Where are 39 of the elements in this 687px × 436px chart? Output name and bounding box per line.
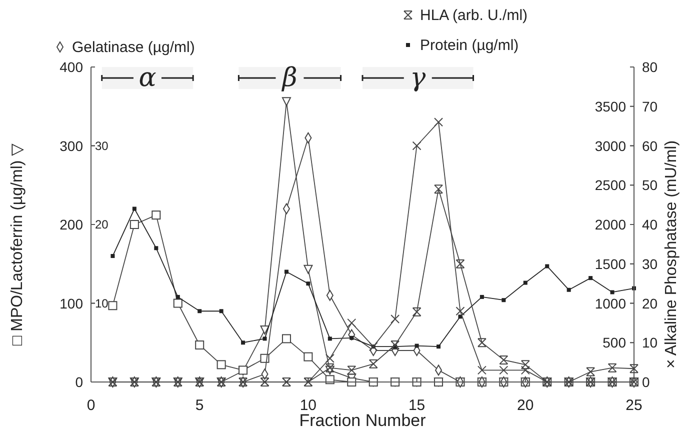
y2-tick-label: 30	[642, 256, 658, 272]
y2-tick-label: 60	[642, 138, 658, 154]
y2-tick-label: 80	[642, 59, 658, 75]
x-tick-label: 0	[86, 397, 96, 414]
y-tick-label: 100	[60, 295, 84, 312]
x-axis-title: Fraction Number	[299, 411, 426, 430]
y2-tick-label: 70	[642, 98, 658, 114]
y2-tick-label: 50	[642, 177, 658, 194]
x-tick-label: 10	[300, 397, 317, 414]
legend-label: HLA (arb. U./ml)	[420, 7, 528, 24]
band-label: β	[281, 63, 298, 93]
y-tick-label: 0	[75, 374, 84, 390]
x-tick-label: 5	[195, 397, 204, 414]
y2-tick-label: 40	[642, 216, 658, 232]
y2-tick-label: 30	[95, 138, 109, 153]
x-tick-label: 15	[408, 397, 426, 414]
y-tick-label: 500	[602, 334, 626, 351]
y-tick-label: 3500	[594, 98, 626, 114]
y-tick-label: 3000	[594, 138, 626, 154]
y-tick-label: 300	[60, 138, 84, 154]
x-tick-label: 25	[626, 397, 642, 414]
y2-tick-label: 0	[642, 374, 650, 390]
y-tick-label: 2500	[594, 177, 626, 194]
band-label: γ	[410, 63, 426, 93]
y2-axis-title: × Alkaline Phosphatase (mU/ml)	[663, 140, 680, 369]
y2-tick-label: 20	[642, 295, 658, 312]
legend-label: Protein (µg/ml)	[420, 37, 519, 54]
y-axis-title: □ MPO/Lactoferrin (µg/ml) ▽	[9, 142, 26, 346]
band-label: α	[138, 63, 157, 93]
y2-tick-label: 20	[95, 218, 109, 232]
y2-tick-label: 10	[642, 334, 658, 351]
y-tick-label: 200	[60, 216, 84, 232]
y2-tick-label: 10	[95, 296, 109, 310]
x-tick-label: 20	[517, 397, 534, 414]
y-tick-label: 1000	[594, 295, 626, 312]
legend-label: Gelatinase (µg/ml)	[72, 39, 195, 56]
y-tick-label: 400	[60, 59, 84, 75]
y-tick-label: 1500	[594, 256, 626, 272]
y-tick-label: 2000	[594, 216, 626, 232]
